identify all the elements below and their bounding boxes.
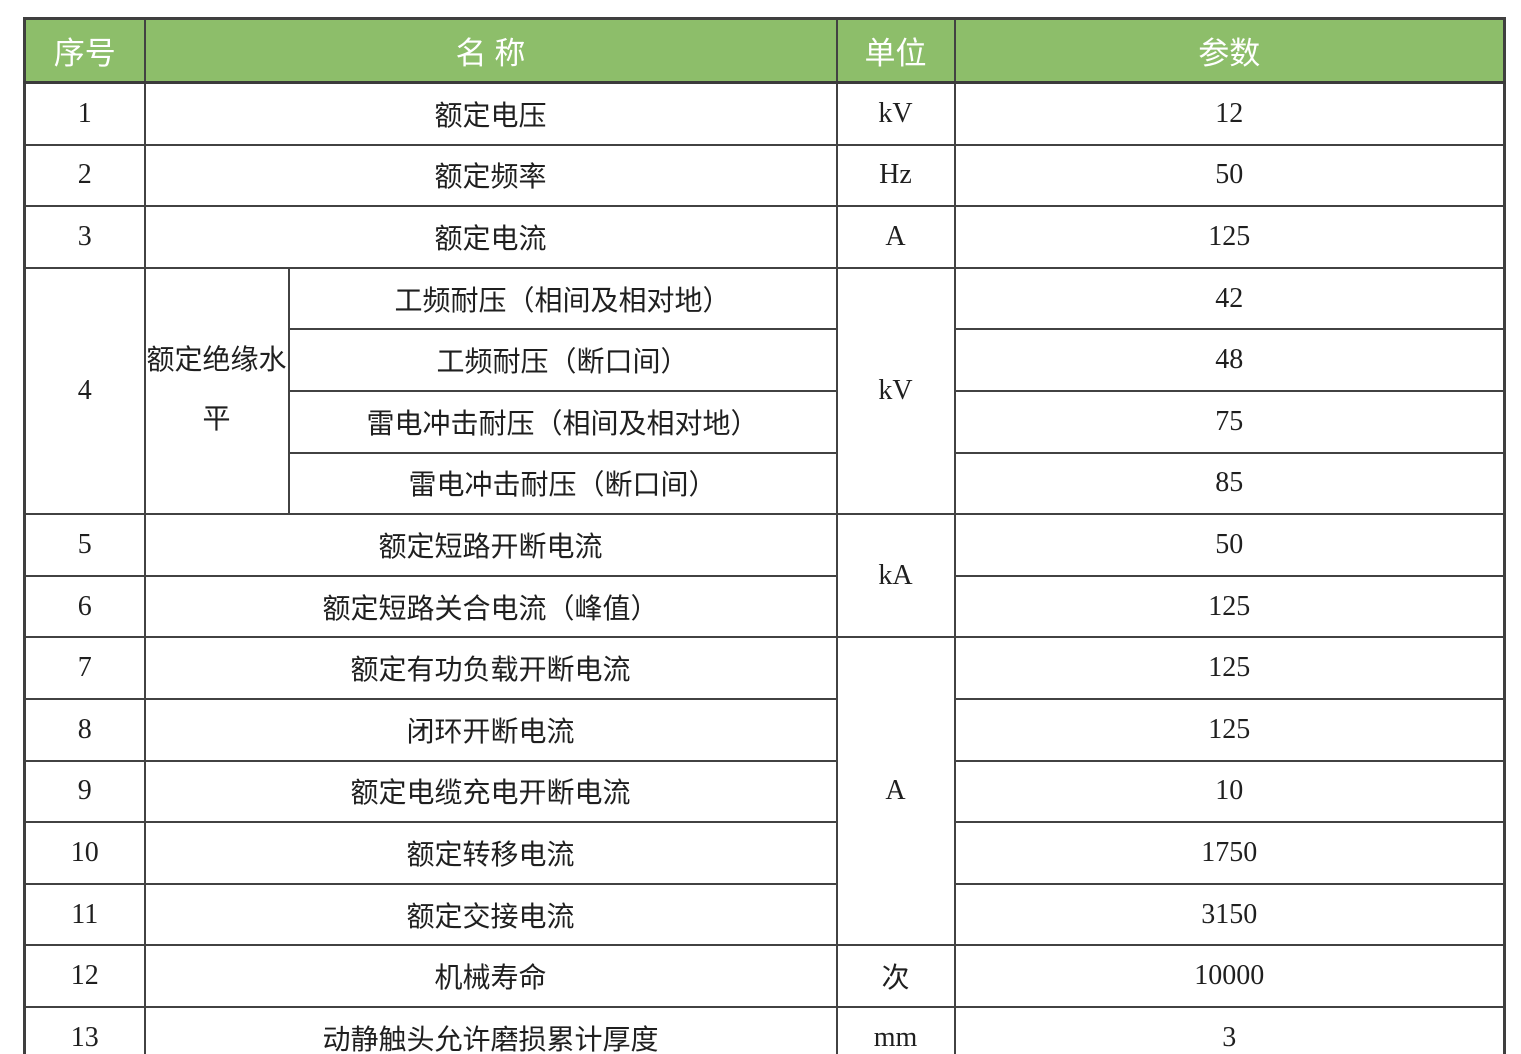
name-cell: 额定转移电流 bbox=[143, 821, 838, 885]
param-cell: 85 bbox=[953, 451, 1506, 516]
table-row: 工频耐压（断口间） 48 bbox=[25, 328, 1506, 392]
unit-cell: kV bbox=[835, 266, 956, 516]
param-cell: 75 bbox=[953, 389, 1506, 454]
unit-cell: kA bbox=[835, 513, 956, 639]
param-cell: 10000 bbox=[953, 944, 1506, 1008]
table-row: 4 额定绝缘水平 工频耐压（相间及相对地） kV 42 bbox=[23, 266, 1506, 516]
table-row: 1 额定电压 kV 12 bbox=[23, 81, 1506, 146]
unit-cell: 次 bbox=[835, 944, 956, 1008]
name-cell: 额定电压 bbox=[143, 81, 838, 146]
col-header-name: 名 称 bbox=[143, 17, 838, 84]
table-row: 雷电冲击耐压（相间及相对地） 75 bbox=[25, 389, 1506, 454]
row-no-cell: 5 bbox=[23, 513, 146, 577]
param-cell: 3150 bbox=[953, 882, 1506, 947]
table-row: 13 动静触头允许磨损累计厚度 mm 3 bbox=[23, 1005, 1506, 1054]
name-cell: 额定频率 bbox=[143, 143, 838, 208]
row-no-cell: 13 bbox=[23, 1005, 146, 1054]
group-name-cell: 额定绝缘水平 bbox=[143, 266, 290, 516]
name-cell: 额定短路开断电流 bbox=[143, 513, 838, 577]
row-no-cell: 12 bbox=[23, 944, 146, 1008]
table-row: 3 额定电流 A 125 bbox=[23, 205, 1506, 269]
subname-cell: 工频耐压（断口间） bbox=[287, 328, 838, 392]
unit-cell: mm bbox=[835, 1005, 956, 1054]
table-row: 10 额定转移电流 1750 bbox=[23, 821, 1506, 885]
table-row: 6 额定短路关合电流（峰值） 125 bbox=[23, 574, 1506, 639]
unit-cell: kV bbox=[835, 81, 956, 146]
row-no-cell: 7 bbox=[23, 636, 146, 700]
param-cell: 125 bbox=[953, 205, 1506, 269]
table-row: 5 额定短路开断电流 kA 50 bbox=[23, 513, 1506, 639]
unit-cell: Hz bbox=[835, 143, 956, 208]
name-cell: 额定电缆充电开断电流 bbox=[143, 759, 838, 824]
spec-table: 序号 名 称 单位 参数 1 额定电压 kV 12 2 额定频率 Hz 50 3… bbox=[23, 17, 1506, 1054]
unit-cell: A bbox=[835, 636, 956, 947]
name-cell: 动静触头允许磨损累计厚度 bbox=[143, 1005, 838, 1054]
param-cell: 3 bbox=[953, 1005, 1506, 1054]
param-cell: 1750 bbox=[953, 821, 1506, 885]
table-row: 9 额定电缆充电开断电流 10 bbox=[23, 759, 1506, 824]
header-row: 序号 名 称 单位 参数 bbox=[23, 17, 1506, 84]
name-cell: 额定电流 bbox=[143, 205, 838, 269]
subname-cell: 雷电冲击耐压（断口间） bbox=[287, 451, 838, 516]
subname-cell: 雷电冲击耐压（相间及相对地） bbox=[287, 389, 838, 454]
subname-cell: 工频耐压（相间及相对地） bbox=[287, 266, 838, 331]
row-no-cell: 9 bbox=[23, 759, 146, 824]
name-cell: 机械寿命 bbox=[143, 944, 838, 1008]
row-no-cell: 10 bbox=[23, 821, 146, 885]
row-no-cell: 6 bbox=[23, 574, 146, 639]
row-no-cell: 4 bbox=[23, 266, 146, 516]
col-header-no: 序号 bbox=[23, 17, 146, 84]
row-no-cell: 1 bbox=[23, 81, 146, 146]
name-cell: 闭环开断电流 bbox=[143, 697, 838, 762]
param-cell: 125 bbox=[953, 636, 1506, 700]
name-cell: 额定交接电流 bbox=[143, 882, 838, 947]
param-cell: 125 bbox=[953, 697, 1506, 762]
table-row: 2 额定频率 Hz 50 bbox=[23, 143, 1506, 208]
param-cell: 48 bbox=[953, 328, 1506, 392]
table-row: 雷电冲击耐压（断口间） 85 bbox=[25, 451, 1506, 516]
table-row: 8 闭环开断电流 125 bbox=[23, 697, 1506, 762]
table-row: 11 额定交接电流 3150 bbox=[23, 882, 1506, 947]
name-cell: 额定有功负载开断电流 bbox=[143, 636, 838, 700]
param-cell: 50 bbox=[953, 513, 1506, 577]
row-no-cell: 11 bbox=[23, 882, 146, 947]
param-cell: 12 bbox=[953, 81, 1506, 146]
param-cell: 50 bbox=[953, 143, 1506, 208]
row-no-cell: 3 bbox=[23, 205, 146, 269]
unit-cell: A bbox=[835, 205, 956, 269]
row-no-cell: 8 bbox=[23, 697, 146, 762]
param-cell: 10 bbox=[953, 759, 1506, 824]
table-row: 7 额定有功负载开断电流 A 125 bbox=[23, 636, 1506, 947]
row-no-cell: 2 bbox=[23, 143, 146, 208]
name-cell: 额定短路关合电流（峰值） bbox=[143, 574, 838, 639]
table-row: 12 机械寿命 次 10000 bbox=[23, 944, 1506, 1008]
param-cell: 125 bbox=[953, 574, 1506, 639]
col-header-param: 参数 bbox=[953, 17, 1506, 84]
param-cell: 42 bbox=[953, 266, 1506, 331]
col-header-unit: 单位 bbox=[835, 17, 956, 84]
